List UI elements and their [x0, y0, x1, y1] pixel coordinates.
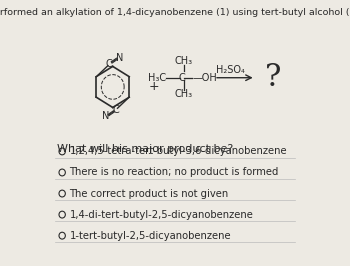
Text: N: N	[102, 111, 110, 121]
Text: CH₃: CH₃	[175, 89, 193, 99]
Text: The correct product is not given: The correct product is not given	[70, 189, 229, 198]
Text: ?: ?	[265, 62, 281, 93]
Text: H₂SO₄: H₂SO₄	[216, 65, 244, 75]
Text: What will his major product be?: What will his major product be?	[57, 144, 233, 153]
Text: H₃C: H₃C	[148, 73, 166, 83]
Text: performed an alkylation of 1,4-dicyanobenzene (1) using tert-butyl alcohol (2).: performed an alkylation of 1,4-dicyanobe…	[0, 8, 350, 17]
Text: —OH: —OH	[192, 73, 217, 83]
Text: C: C	[178, 73, 185, 83]
Text: N: N	[116, 53, 123, 63]
Text: +: +	[149, 80, 160, 93]
Text: C: C	[113, 105, 120, 115]
Text: CH₃: CH₃	[175, 56, 193, 66]
Text: 1-tert-butyl-2,5-dicyanobenzene: 1-tert-butyl-2,5-dicyanobenzene	[70, 231, 231, 241]
Text: C: C	[106, 59, 113, 69]
Text: There is no reaction; no product is formed: There is no reaction; no product is form…	[70, 168, 279, 177]
Text: 1,4-di-tert-butyl-2,5-dicyanobenzene: 1,4-di-tert-butyl-2,5-dicyanobenzene	[70, 210, 253, 220]
Text: 1,2,4,5-tetra-tert-butyl-3,6-dicyanobenzene: 1,2,4,5-tetra-tert-butyl-3,6-dicyanobenz…	[70, 146, 287, 156]
